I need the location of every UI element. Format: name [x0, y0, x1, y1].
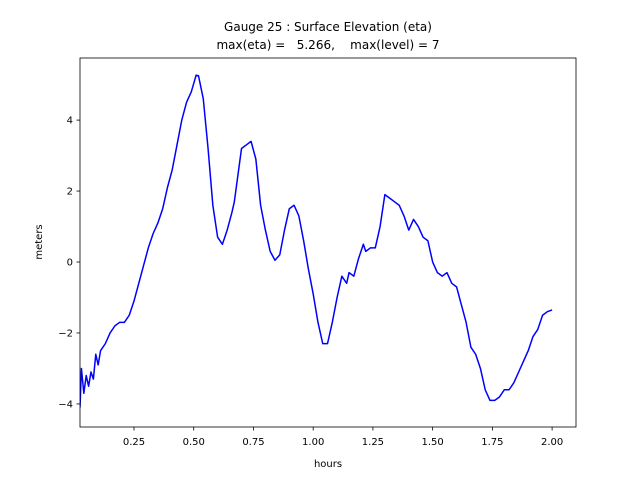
x-tick-label: 0.25 [123, 437, 145, 448]
y-tick-label: 0 [67, 258, 73, 269]
x-tick-label: 1.75 [481, 437, 503, 448]
plot-frame [79, 57, 577, 428]
x-tick-label: 1.25 [362, 437, 384, 448]
y-tick-label: 2 [67, 187, 73, 198]
data-line [80, 74, 553, 408]
y-tick-label: −4 [58, 399, 73, 410]
y-tick-label: 4 [67, 116, 73, 127]
chart-subtitle: max(eta) = 5.266, max(level) = 7 [216, 38, 439, 52]
x-tick-label: 1.00 [302, 437, 324, 448]
y-axis-label: meters [34, 224, 45, 259]
x-tick-label: 2.00 [541, 437, 563, 448]
chart-title: Gauge 25 : Surface Elevation (eta) [224, 20, 432, 34]
x-axis-label: hours [314, 459, 342, 470]
x-tick-label: 0.75 [242, 437, 264, 448]
x-tick-label: 0.50 [183, 437, 205, 448]
y-tick-label: −2 [58, 328, 73, 339]
x-tick-label: 1.50 [422, 437, 444, 448]
